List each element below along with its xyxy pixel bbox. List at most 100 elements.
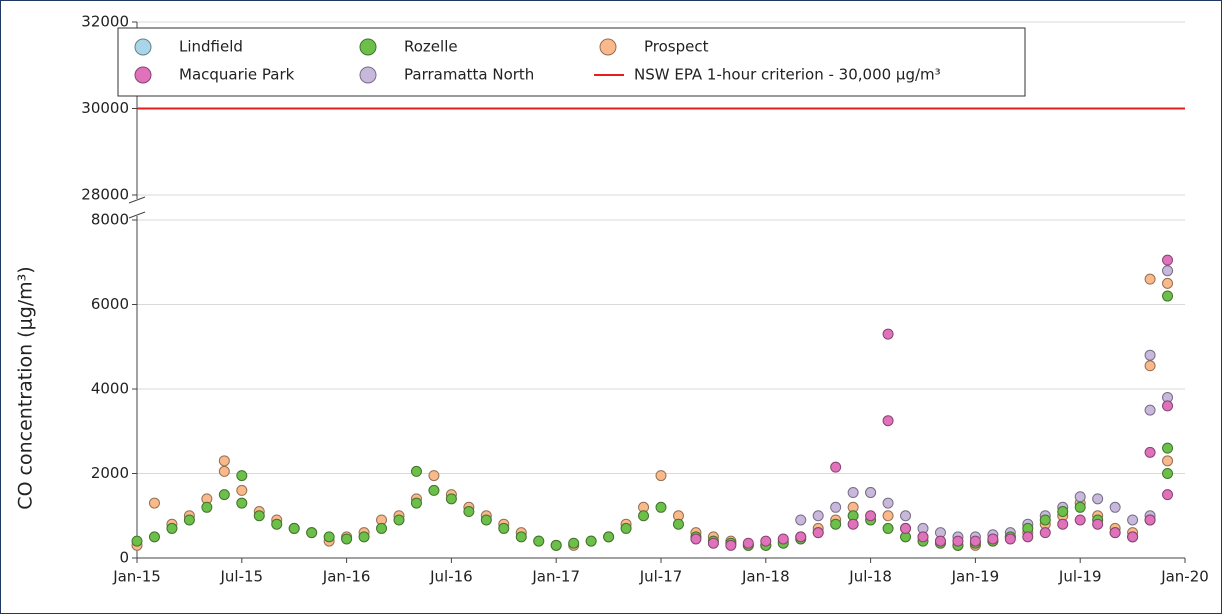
point (882, 510, 894, 522)
point (166, 522, 178, 534)
point (410, 497, 422, 509)
x-tick-label: Jan-18 (741, 568, 790, 586)
point (131, 535, 143, 547)
axis-break (128, 211, 146, 219)
point (638, 510, 650, 522)
x-tick-label: Jul-16 (429, 568, 473, 586)
point (218, 455, 230, 467)
legend-marker (134, 38, 152, 56)
point (1092, 493, 1104, 505)
point (393, 514, 405, 526)
point (603, 531, 615, 543)
point (480, 514, 492, 526)
point (445, 493, 457, 505)
point (148, 531, 160, 543)
point (1074, 491, 1086, 503)
point (707, 537, 719, 549)
point (812, 527, 824, 539)
x-tick-label: Jan-20 (1160, 568, 1209, 586)
y-tick-label: 6000 (91, 295, 129, 313)
point (1144, 446, 1156, 458)
legend-label: Macquarie Park (179, 66, 295, 84)
y-tick-label: 30000 (81, 99, 129, 117)
point (690, 533, 702, 545)
point (865, 487, 877, 499)
point (672, 518, 684, 530)
point (655, 501, 667, 513)
point (201, 501, 213, 513)
point (1074, 501, 1086, 513)
x-tick-label: Jul-15 (219, 568, 263, 586)
point (1144, 273, 1156, 285)
point (498, 522, 510, 534)
point (1127, 514, 1139, 526)
point (568, 537, 580, 549)
point (742, 537, 754, 549)
point (218, 489, 230, 501)
point (900, 510, 912, 522)
legend-box (117, 27, 1026, 97)
legend-label: Lindfield (179, 38, 243, 56)
point (1109, 501, 1121, 513)
x-tick-label: Jan-19 (951, 568, 1000, 586)
legend-label: NSW EPA 1-hour criterion - 30,000 μg/m³ (634, 66, 941, 84)
x-tick-label: Jul-18 (848, 568, 892, 586)
point (1162, 290, 1174, 302)
point (952, 535, 964, 547)
point (1162, 442, 1174, 454)
legend-marker (599, 38, 617, 56)
point (323, 531, 335, 543)
point (900, 522, 912, 534)
point (1162, 489, 1174, 501)
point (795, 531, 807, 543)
point (148, 497, 160, 509)
point (847, 487, 859, 499)
point (1162, 254, 1174, 266)
point (550, 539, 562, 551)
point (410, 465, 422, 477)
point (969, 535, 981, 547)
point (428, 484, 440, 496)
point (1057, 518, 1069, 530)
point (1074, 514, 1086, 526)
point (1039, 514, 1051, 526)
point (1162, 400, 1174, 412)
point (236, 484, 248, 496)
point (882, 497, 894, 509)
point (376, 522, 388, 534)
point (253, 510, 265, 522)
point (830, 518, 842, 530)
x-tick-label: Jan-15 (112, 568, 161, 586)
point (620, 522, 632, 534)
x-tick-label: Jul-19 (1058, 568, 1102, 586)
x-tick-label: Jan-16 (322, 568, 371, 586)
point (358, 531, 370, 543)
point (934, 535, 946, 547)
point (865, 510, 877, 522)
point (1162, 468, 1174, 479)
legend-marker (134, 66, 152, 84)
point (585, 535, 597, 547)
point (830, 501, 842, 513)
point (1144, 349, 1156, 361)
y-tick-label: 28000 (81, 186, 129, 204)
point (1162, 455, 1174, 467)
point (218, 465, 230, 477)
point (306, 527, 318, 539)
y-tick-label: 32000 (81, 13, 129, 31)
legend-marker (359, 38, 377, 56)
point (1039, 527, 1051, 539)
point (183, 514, 195, 526)
point (830, 461, 842, 473)
point (795, 514, 807, 526)
point (917, 531, 929, 543)
point (341, 533, 353, 545)
point (847, 518, 859, 530)
point (1057, 506, 1069, 518)
legend-label: Parramatta North (404, 66, 534, 84)
point (725, 539, 737, 551)
y-tick-label: 8000 (91, 211, 129, 229)
point (288, 522, 300, 534)
point (1127, 531, 1139, 543)
